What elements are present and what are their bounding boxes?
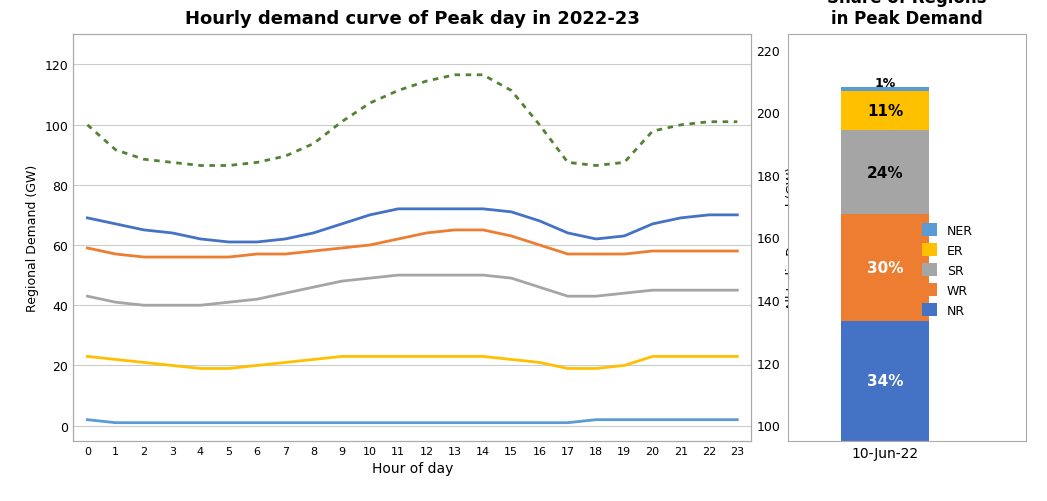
Text: 24%: 24% bbox=[867, 165, 904, 180]
X-axis label: Hour of day: Hour of day bbox=[372, 461, 453, 475]
Bar bbox=[841, 130, 929, 215]
Text: 34%: 34% bbox=[867, 373, 904, 388]
Title: Hourly demand curve of Peak day in 2022-23: Hourly demand curve of Peak day in 2022-… bbox=[185, 10, 640, 28]
Y-axis label: All India Demand (GW): All India Demand (GW) bbox=[785, 166, 799, 310]
Text: 1%: 1% bbox=[874, 77, 895, 90]
Bar bbox=[841, 88, 929, 92]
Text: 11%: 11% bbox=[867, 103, 904, 118]
Text: 30%: 30% bbox=[867, 261, 904, 276]
Y-axis label: Regional Demand (GW): Regional Demand (GW) bbox=[26, 164, 39, 312]
Legend: NER, ER, SR, WR, NR: NER, ER, SR, WR, NR bbox=[918, 220, 977, 321]
Bar bbox=[841, 321, 929, 441]
Bar bbox=[841, 215, 929, 321]
Title: Share of Regions
in Peak Demand: Share of Regions in Peak Demand bbox=[827, 0, 987, 28]
Bar bbox=[841, 92, 929, 130]
